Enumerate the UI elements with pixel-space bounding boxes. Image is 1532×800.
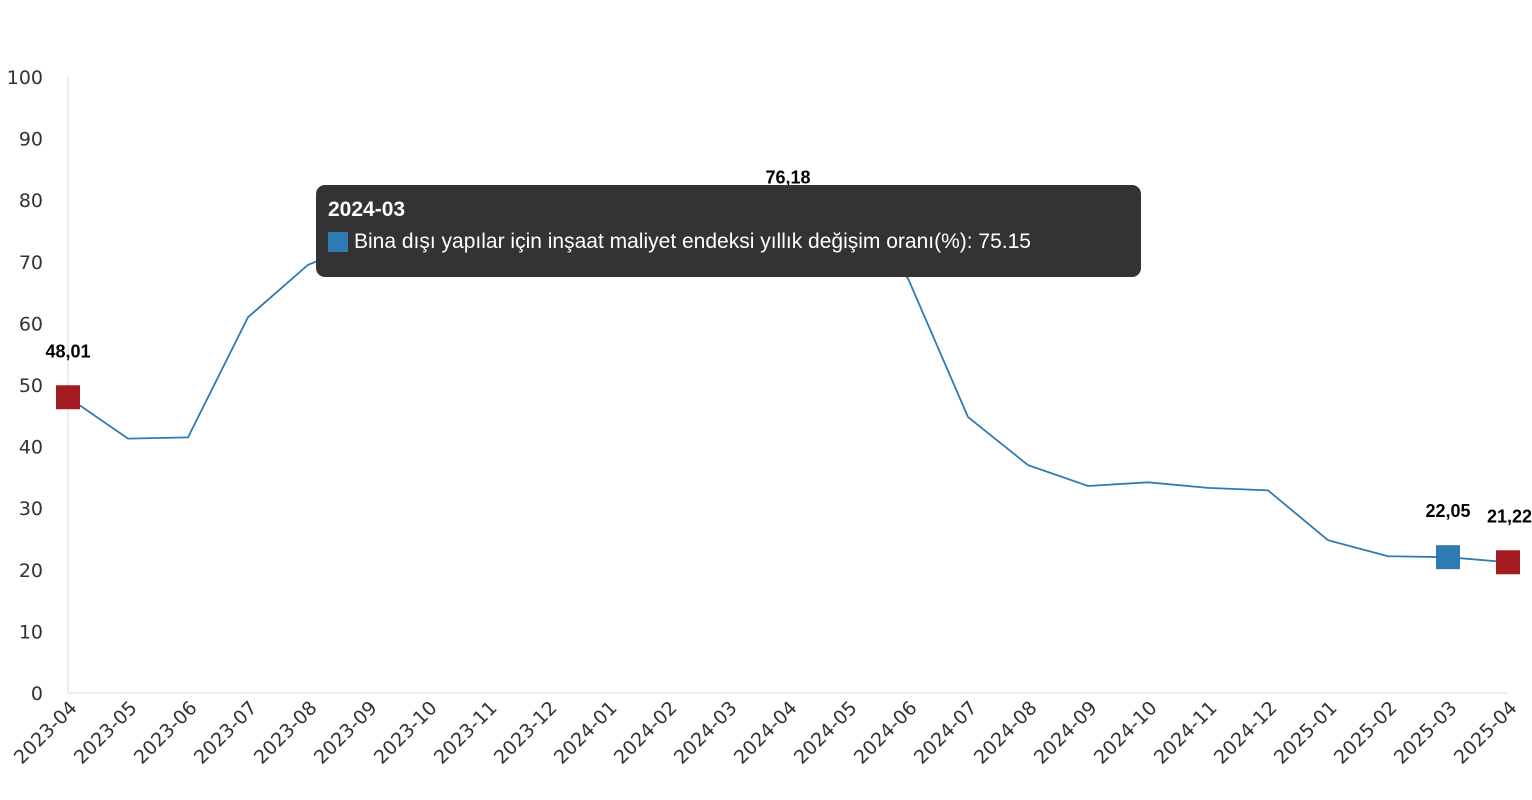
y-tick-label: 10	[19, 621, 43, 643]
y-tick-label: 90	[19, 129, 43, 151]
highlight-point-marker[interactable]	[56, 385, 80, 410]
chart-axes	[67, 77, 1508, 694]
x-tick-label: 2024-01	[550, 697, 622, 769]
highlight-point-marker[interactable]	[1436, 545, 1460, 570]
data-label: 76,18	[765, 168, 810, 188]
data-labels: 48,01 76,18 22,05 21,22	[45, 168, 1532, 527]
x-tick-label: 2023-09	[310, 697, 382, 769]
data-label: 48,01	[45, 341, 90, 361]
x-tick-label: 2023-08	[250, 697, 322, 769]
x-axis-ticks: 2023-042023-052023-062023-072023-082023-…	[10, 697, 1522, 769]
x-tick-label: 2025-02	[1330, 697, 1402, 769]
x-tick-label: 2023-11	[430, 697, 502, 769]
x-tick-label: 2024-03	[670, 697, 742, 769]
x-tick-label: 2025-01	[1270, 697, 1342, 769]
x-tick-label: 2025-03	[1390, 697, 1462, 769]
y-tick-label: 60	[19, 313, 43, 335]
x-tick-label: 2024-04	[730, 697, 802, 769]
x-tick-label: 2024-12	[1210, 697, 1282, 769]
x-tick-label: 2024-10	[1090, 697, 1162, 769]
x-tick-label: 2024-06	[850, 697, 922, 769]
y-axis-ticks: 0 10 20 30 40 50 60 70 80 90 100	[7, 67, 43, 705]
tooltip-title: 2024-03	[328, 198, 406, 221]
tooltip-series-swatch	[328, 232, 348, 252]
x-tick-label: 2025-04	[1450, 697, 1522, 769]
x-tick-label: 2024-05	[790, 697, 862, 769]
y-tick-label: 40	[19, 437, 43, 459]
x-tick-label: 2024-07	[910, 697, 982, 769]
x-tick-label: 2024-09	[1030, 697, 1102, 769]
y-tick-label: 0	[31, 683, 43, 705]
tooltip-row: Bina dışı yapılar için inşaat maliyet en…	[328, 229, 1129, 255]
x-tick-label: 2023-05	[70, 697, 142, 769]
x-tick-label: 2023-04	[10, 697, 82, 769]
y-tick-label: 30	[19, 498, 43, 520]
y-tick-label: 80	[19, 190, 43, 212]
data-label: 22,05	[1425, 501, 1470, 521]
tooltip-text: Bina dışı yapılar için inşaat maliyet en…	[354, 230, 1031, 253]
x-tick-label: 2024-08	[970, 697, 1042, 769]
x-tick-label: 2024-02	[610, 697, 682, 769]
y-tick-label: 50	[19, 375, 43, 397]
y-tick-label: 100	[7, 67, 43, 89]
x-tick-label: 2023-10	[370, 697, 442, 769]
y-tick-label: 70	[19, 252, 43, 274]
x-tick-label: 2023-07	[190, 697, 262, 769]
highlight-point-marker[interactable]	[1496, 550, 1520, 575]
hover-tooltip: 2024-03 Bina dışı yapılar için inşaat ma…	[316, 185, 1141, 277]
data-label: 21,22	[1487, 506, 1532, 526]
x-tick-label: 2023-06	[130, 697, 202, 769]
x-tick-label: 2024-11	[1150, 697, 1222, 769]
y-tick-label: 20	[19, 560, 43, 582]
x-tick-label: 2023-12	[490, 697, 562, 769]
